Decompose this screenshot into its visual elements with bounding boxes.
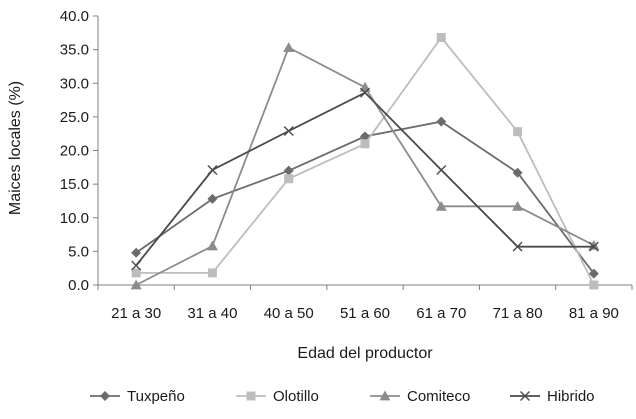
series-hibrido [131,87,599,271]
legend-item-hibrido: Hibrido [510,388,595,405]
y-tick-label: 20.0 [60,143,89,160]
y-tick-label: 5.0 [68,243,89,260]
legend-marker-comiteco [379,390,391,401]
y-tick-label: 0.0 [68,277,89,294]
series-lines [130,33,600,290]
x-marker-stroke [360,87,370,98]
x-tick-label: 21 a 30 [111,305,161,322]
legend-marker-hibrido [520,391,530,401]
data-point-tuxpe-o [588,268,599,279]
x-marker-stroke [283,126,294,136]
axes: 0.0 5.0 10.0 15.0 20.0 25.0 30.0 35.0 40.0 21 a 3… [60,8,633,322]
data-point-tuxpe-o [131,247,142,258]
data-point-comiteco [283,42,295,53]
data-point-hibrido [512,241,523,252]
series-line-olotillo [136,36,595,286]
data-point-tuxpe-o [436,116,447,127]
y-axis-title: Maices locales (%) [7,81,24,215]
legend-label-olotillo: Olotillo [273,388,319,405]
data-point-hibrido [283,126,294,136]
x-marker-stroke [131,260,142,271]
legend-marker-tuxpe-o [100,391,110,401]
data-point-olotillo [589,280,599,290]
data-point-tuxpe-o [207,193,218,204]
data-point-hibrido [436,165,447,175]
data-point-comiteco [435,200,447,211]
data-point-tuxpe-o [283,165,294,176]
legend-label-tuxpe-o: Tuxpeño [127,388,185,405]
x-tick-label: 71 a 80 [493,305,543,322]
y-tick-label: 10.0 [60,210,89,227]
data-point-comiteco [359,81,371,92]
data-point-tuxpe-o [512,167,523,178]
data-point-olotillo [513,127,523,137]
data-point-olotillo [284,174,294,184]
x-tick-label: 61 a 70 [416,305,466,322]
series-tuxpe-o [131,116,599,279]
x-tick-label: 51 a 60 [340,305,390,322]
data-point-comiteco [588,239,600,250]
y-tick-label: 40.0 [60,8,89,25]
legend-item-tuxpe-o: Tuxpeño [90,388,185,405]
legend-marker-olotillo [246,391,256,401]
data-point-hibrido [131,260,142,271]
x-marker-stroke [588,241,599,252]
y-tick-label: 25.0 [60,109,89,126]
data-point-hibrido [360,87,370,98]
x-marker-stroke [512,241,523,252]
x-marker-stroke [520,391,530,401]
series-comiteco [130,42,600,290]
y-tick-label: 15.0 [60,176,89,193]
data-point-comiteco [130,279,142,290]
x-tick-label: 81 a 90 [569,305,619,322]
data-point-comiteco [206,240,218,251]
data-point-hibrido [207,165,218,175]
x-axis-title: Edad del productor [297,345,433,362]
legend-label-comiteco: Comiteco [407,388,470,405]
legend-item-comiteco: Comiteco [370,388,470,405]
x-marker-stroke [436,165,447,175]
data-point-olotillo [207,268,217,278]
legend-label-hibrido: Hibrido [547,388,595,405]
data-point-olotillo [360,139,370,149]
y-tick-label: 35.0 [60,42,89,59]
series-olotillo [131,33,599,290]
legend-item-olotillo: Olotillo [236,388,319,405]
y-tick-label: 30.0 [60,75,89,92]
data-point-hibrido [588,241,599,252]
data-point-olotillo [131,268,141,278]
legend: Tuxpeño Olotillo Comiteco Hibrido [90,388,595,405]
x-tick-label: 40 a 50 [264,305,314,322]
series-line-hibrido [135,91,594,267]
data-point-olotillo [436,33,446,43]
x-marker-stroke [207,165,218,175]
data-point-comiteco [512,200,524,211]
x-tick-label: 31 a 40 [187,305,237,322]
